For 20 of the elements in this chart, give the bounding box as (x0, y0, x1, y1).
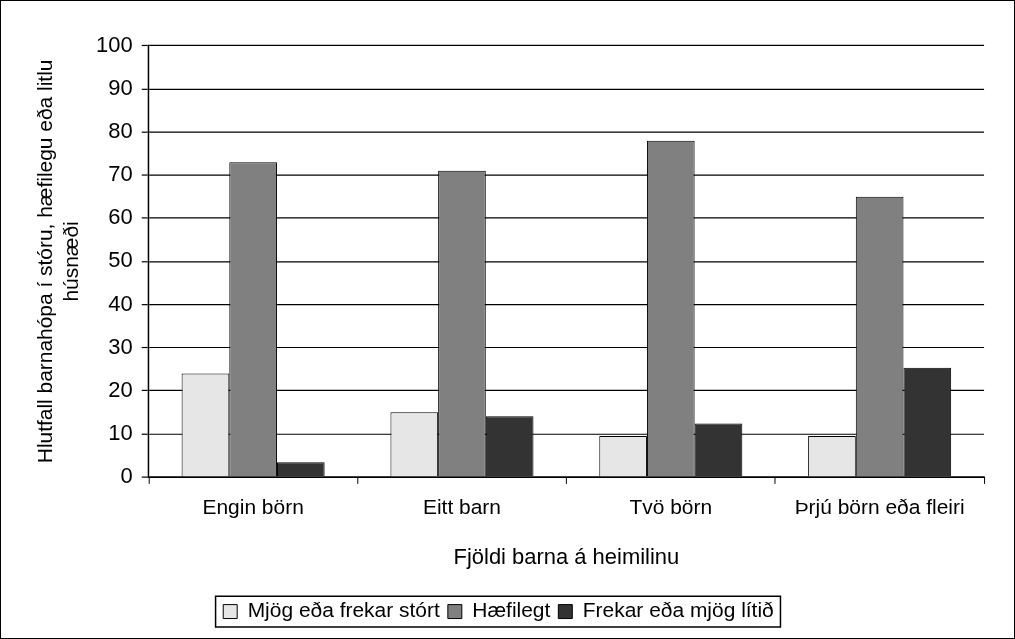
y-tick-label: 0 (120, 462, 133, 488)
legend-label: Hæfilegt (472, 598, 551, 622)
y-tick-label: 40 (108, 290, 133, 316)
x-tick-label: Tvö börn (629, 495, 713, 519)
y-tick-label: 70 (108, 161, 133, 187)
legend-label: Mjög eða frekar stórt (247, 598, 440, 622)
y-tick-label: 20 (108, 376, 133, 402)
x-tick-label: Þrjú börn eða fleiri (794, 495, 965, 519)
y-tick-label: 30 (108, 333, 133, 359)
y-axis-title: Hlutfall barnahópa í stóru, hæfilegu eða litlu húsnæði (32, 59, 83, 464)
x-tick-label: Engin börn (202, 495, 304, 519)
y-tick-label: 80 (108, 118, 133, 144)
x-tick-label: Eitt barn (422, 495, 501, 519)
y-tick-label: 50 (108, 247, 133, 273)
y-tick-label: 90 (108, 75, 133, 100)
y-tick-label: 60 (108, 204, 133, 230)
y-tick-label: 100 (96, 31, 133, 57)
legend-label: Frekar eða mjög lítið (582, 598, 774, 622)
x-axis-title: Fjöldi barna á heimilinu (453, 544, 680, 570)
y-tick-label: 10 (108, 419, 133, 445)
